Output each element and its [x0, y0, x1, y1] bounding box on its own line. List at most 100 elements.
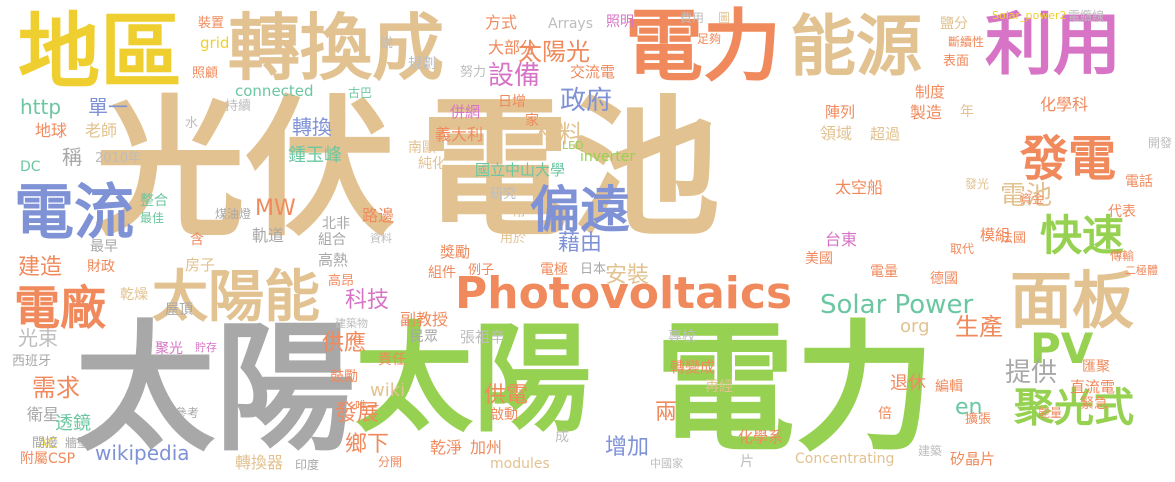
- cloud-word: 責任: [378, 352, 406, 368]
- cloud-word: 美國: [805, 251, 833, 267]
- cloud-word: 裝置: [198, 16, 225, 31]
- cloud-word: 轉變成: [670, 358, 716, 376]
- cloud-word: 常: [512, 204, 526, 220]
- cloud-word: 發電: [1020, 131, 1117, 187]
- cloud-word: 鄉下: [345, 432, 390, 457]
- cloud-word: 電流: [14, 178, 134, 248]
- cloud-word: 最佳: [140, 211, 165, 225]
- cloud-word: 設備: [488, 61, 541, 91]
- cloud-word: 鹽分: [940, 16, 968, 32]
- cloud-word: grid: [200, 34, 230, 52]
- cloud-word: 光束: [18, 326, 58, 350]
- cloud-word: 供應: [322, 331, 367, 356]
- cloud-word: 年: [960, 104, 974, 120]
- cloud-word: 偏遠: [530, 181, 630, 239]
- cloud-word: 牆壁: [65, 436, 90, 450]
- cloud-word: 太陽能: [152, 265, 320, 330]
- cloud-word: 高熱: [318, 251, 349, 269]
- cloud-word: 提供: [1005, 358, 1058, 388]
- cloud-word: 研究: [490, 187, 517, 202]
- cloud-word: 房子: [185, 256, 216, 274]
- cloud-word: 電力: [625, 2, 782, 92]
- cloud-word: 水: [185, 116, 199, 131]
- cloud-word: 併網: [450, 103, 481, 121]
- cloud-word: 規劃: [408, 56, 436, 72]
- cloud-word: 領域: [820, 124, 853, 143]
- cloud-word: 表面: [943, 54, 970, 69]
- cloud-word: http: [20, 95, 62, 119]
- cloud-word: 中國家: [650, 457, 683, 470]
- cloud-word: 轉換成: [228, 6, 445, 90]
- cloud-word: 能源: [790, 8, 922, 85]
- cloud-word: 電極: [540, 262, 568, 278]
- cloud-word: DC: [20, 159, 41, 175]
- cloud-word: 日本: [580, 262, 607, 277]
- cloud-word: 政府: [560, 86, 613, 116]
- cloud-word: 努力: [460, 65, 487, 80]
- cloud-word: 南歐: [408, 140, 436, 156]
- cloud-word: 貯存: [195, 341, 217, 354]
- cloud-word: 單一: [88, 95, 128, 119]
- cloud-word: 照顧: [192, 66, 219, 81]
- cloud-word: 退休: [890, 373, 926, 394]
- cloud-word: 乾淨: [430, 438, 463, 457]
- cloud-word: 製造: [910, 103, 943, 122]
- cloud-word: 衛星: [27, 405, 60, 424]
- cloud-word: 鍾玉峰: [288, 145, 342, 166]
- cloud-word: 副教授: [400, 310, 449, 329]
- cloud-word: 持續: [225, 99, 252, 114]
- cloud-word: en: [955, 395, 983, 420]
- cloud-word: 緊急: [1080, 396, 1108, 412]
- cloud-word: 2010年: [95, 151, 142, 166]
- cloud-word: 編輯: [935, 379, 963, 395]
- cloud-word: 義大利: [435, 125, 484, 144]
- cloud-word: 太陽: [75, 308, 356, 471]
- cloud-word: 面板: [1010, 264, 1135, 337]
- cloud-word: wiki: [370, 380, 406, 401]
- cloud-word: 專校: [668, 329, 696, 345]
- cloud-word: Arrays: [548, 16, 594, 32]
- cloud-word: 發光: [965, 177, 990, 191]
- cloud-word: 稱: [62, 145, 82, 169]
- cloud-word: 印度: [295, 458, 320, 472]
- cloud-word: 代表: [1108, 204, 1136, 220]
- cloud-word: 國立中山大學: [475, 161, 566, 179]
- cloud-word: 化學科: [1040, 95, 1089, 114]
- cloud-word: 電纜線: [1068, 9, 1105, 23]
- cloud-word: 電池: [1000, 181, 1053, 211]
- cloud-word: LED: [562, 139, 584, 152]
- cloud-word: 西班牙: [12, 354, 52, 369]
- cloud-word: 張祖辛: [460, 328, 506, 346]
- cloud-word: 例子: [468, 263, 495, 278]
- cloud-word: 啟動: [490, 407, 518, 423]
- cloud-word: 煤油燈: [215, 207, 252, 221]
- cloud-word: 二極體: [1125, 264, 1158, 277]
- cloud-word: 家: [525, 113, 539, 129]
- cloud-word: 獎勵: [440, 243, 471, 261]
- cloud-word: 直流電: [1070, 378, 1116, 396]
- cloud-word: 生產: [955, 313, 1003, 341]
- cloud-word: 唯一: [355, 399, 380, 413]
- cloud-word: 日增: [498, 94, 526, 110]
- cloud-word: 軌道: [252, 226, 285, 245]
- cloud-word: 整合: [140, 193, 168, 209]
- cloud-word: 照明: [606, 14, 634, 30]
- cloud-word: 聚光式: [1014, 385, 1134, 431]
- cloud-word: 最早: [90, 239, 118, 255]
- cloud-word: 路邊: [362, 206, 395, 225]
- cloud-word: Solar Power: [820, 290, 974, 320]
- cloud-word: 取代: [950, 242, 975, 256]
- cloud-word: 矽晶片: [950, 450, 996, 468]
- cloud-word: 地球: [35, 121, 68, 140]
- cloud-word: 成: [555, 429, 569, 445]
- cloud-word: 電力: [655, 308, 936, 471]
- cloud-word: 加州: [470, 438, 503, 457]
- cloud-word: 需求: [32, 374, 80, 402]
- cloud-word: 超過: [870, 125, 901, 143]
- cloud-word: 高昂: [328, 274, 355, 289]
- cloud-word: 供電: [484, 383, 529, 408]
- cloud-word: PV: [1030, 324, 1094, 373]
- cloud-word: 太陽: [355, 310, 592, 448]
- cloud-word: 台東: [825, 230, 858, 249]
